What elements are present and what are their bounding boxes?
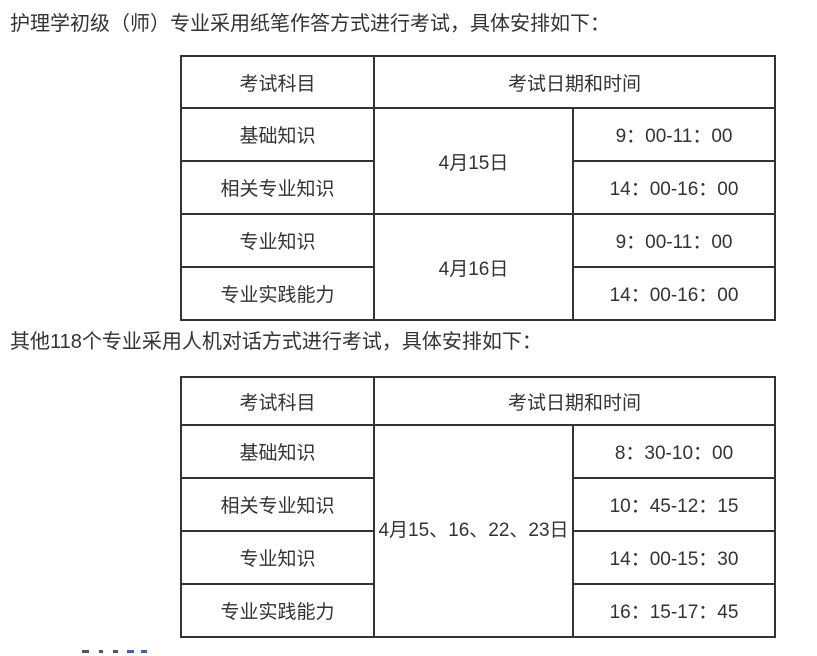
table-row: 相关专业知识 10：45-12：15 [180, 477, 777, 532]
time-cell: 9：00-11：00 [571, 107, 777, 162]
subject-cell: 专业实践能力 [180, 583, 375, 638]
table-row: 基础知识 4月15日 9：00-11：00 [180, 107, 777, 215]
computer-exam-schedule-table: 考试科目 考试日期和时间 基础知识 4月15、16、22、23日 8：30-10… [180, 376, 777, 638]
table-row: 专业知识 14：00-15：30 [180, 530, 777, 585]
clipped-glyph-top [99, 650, 103, 653]
clipped-glyph-top [141, 650, 147, 653]
date-cell: 4月16日 [373, 213, 574, 321]
subject-cell: 基础知识 [180, 107, 375, 162]
subject-cell: 专业知识 [180, 530, 375, 585]
subject-cell: 基础知识 [180, 424, 375, 479]
subject-column-header: 考试科目 [180, 55, 375, 109]
time-cell: 10：45-12：15 [571, 477, 777, 532]
subject-cell: 专业实践能力 [180, 266, 375, 321]
time-cell: 8：30-10：00 [571, 424, 777, 479]
table-row: 专业实践能力 14：00-16：00 [180, 266, 777, 321]
clipped-glyph-top [113, 650, 118, 653]
time-cell: 14：00-15：30 [571, 530, 777, 585]
paper-exam-schedule-table: 考试科目 考试日期和时间 基础知识 4月15日 9：00-11：00 相关专业知… [180, 55, 777, 321]
subject-cell: 专业知识 [180, 213, 375, 268]
subject-column-header: 考试科目 [180, 376, 375, 426]
table-row: 相关专业知识 14：00-16：00 [180, 160, 777, 215]
time-cell: 14：00-16：00 [571, 266, 777, 321]
time-cell: 16：15-17：45 [571, 583, 777, 638]
clipped-text-fragment [0, 649, 200, 656]
clipped-glyph-top [82, 650, 89, 653]
table-row: 基础知识 4月15、16、22、23日 8：30-10：00 [180, 424, 777, 638]
datetime-column-header: 考试日期和时间 [372, 376, 777, 426]
table-row: 专业知识 4月16日 9：00-11：00 [180, 213, 777, 321]
date-cell: 4月15日 [373, 107, 574, 215]
date-cell: 4月15、16、22、23日 [373, 424, 574, 638]
datetime-column-header: 考试日期和时间 [372, 55, 777, 109]
subject-cell: 相关专业知识 [180, 477, 375, 532]
clipped-glyph-top [127, 650, 134, 653]
time-cell: 14：00-16：00 [571, 160, 777, 215]
table-row: 专业实践能力 16：15-17：45 [180, 583, 777, 638]
intro-paper-exam-text: 护理学初级（师）专业采用纸笔作答方式进行考试，具体安排如下： [10, 13, 610, 35]
time-cell: 9：00-11：00 [571, 213, 777, 268]
subject-cell: 相关专业知识 [180, 160, 375, 215]
table-header-row: 考试科目 考试日期和时间 [180, 376, 777, 426]
intro-computer-exam-text: 其他118个专业采用人机对话方式进行考试，具体安排如下： [10, 331, 542, 353]
table-header-row: 考试科目 考试日期和时间 [180, 55, 777, 109]
